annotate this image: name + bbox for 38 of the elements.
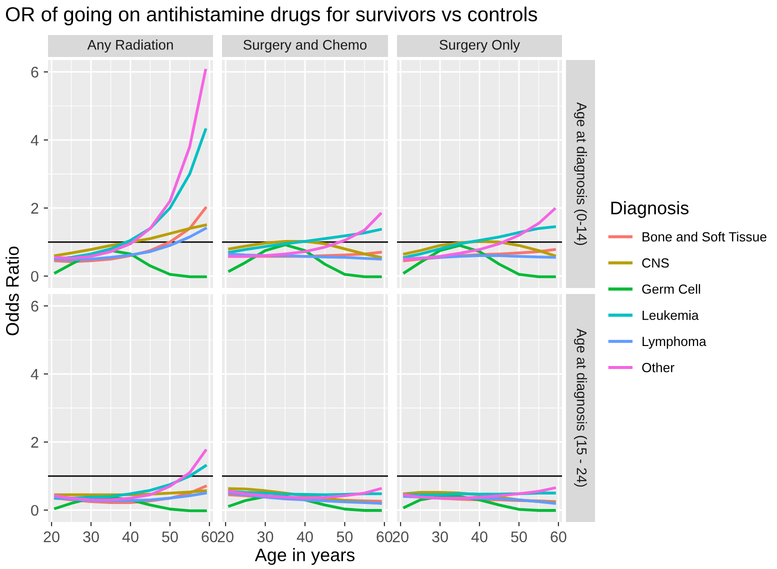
x-tick-label: 50 bbox=[162, 531, 178, 542]
x-tick-label: 50 bbox=[336, 531, 353, 542]
y-tick-label: 0 bbox=[31, 270, 38, 282]
legend-label: Bone and Soft Tissue bbox=[642, 232, 766, 242]
legend-label: Leukemia bbox=[642, 310, 699, 320]
y-tick-label: 2 bbox=[31, 436, 38, 448]
x-tick-label: 30 bbox=[257, 531, 274, 542]
x-tick-label: 50 bbox=[511, 531, 527, 542]
x-tick-label: 60 bbox=[376, 531, 392, 542]
y-tick-label: 4 bbox=[30, 368, 39, 380]
x-tick-label: 60 bbox=[550, 531, 566, 542]
legend-label: Other bbox=[642, 362, 674, 372]
x-tick-label: 20 bbox=[44, 531, 60, 542]
x-tick-label: 60 bbox=[202, 531, 218, 542]
x-tick-label: 40 bbox=[122, 531, 138, 542]
y-tick-label: 6 bbox=[31, 66, 38, 78]
chart-title: Surgery and Chemo bbox=[243, 40, 367, 52]
text: OR of going on antihistamine drugs for survivors vs controls bbox=[6, 6, 538, 26]
legend-label: Germ Cell bbox=[642, 284, 700, 294]
legend-label: Lymphoma bbox=[642, 336, 706, 349]
x-tick-label: 40 bbox=[296, 531, 313, 542]
chart-title: Any Radiation bbox=[87, 40, 173, 52]
x-axis-title: Age in years bbox=[254, 548, 355, 565]
chart-title: Surgery Only bbox=[440, 40, 520, 52]
y-tick-label: 2 bbox=[31, 202, 38, 214]
x-tick-label: 20 bbox=[218, 531, 234, 542]
x-tick-label: 30 bbox=[83, 531, 99, 542]
x-tick-label: 20 bbox=[392, 531, 408, 542]
x-tick-label: 40 bbox=[471, 531, 488, 542]
x-tick-label: 30 bbox=[432, 531, 448, 542]
text: Age at diagnosis (0-14) bbox=[574, 102, 587, 245]
legend-title: Diagnosis bbox=[611, 201, 689, 218]
y-tick-label: 0 bbox=[31, 504, 38, 516]
y-axis-title: Odds Ratio bbox=[6, 246, 19, 336]
text: Age at diagnosis (15 - 24) bbox=[574, 328, 587, 487]
y-tick-label: 4 bbox=[30, 134, 39, 146]
y-tick-label: 6 bbox=[31, 300, 38, 312]
legend-label: CNS bbox=[642, 258, 669, 268]
